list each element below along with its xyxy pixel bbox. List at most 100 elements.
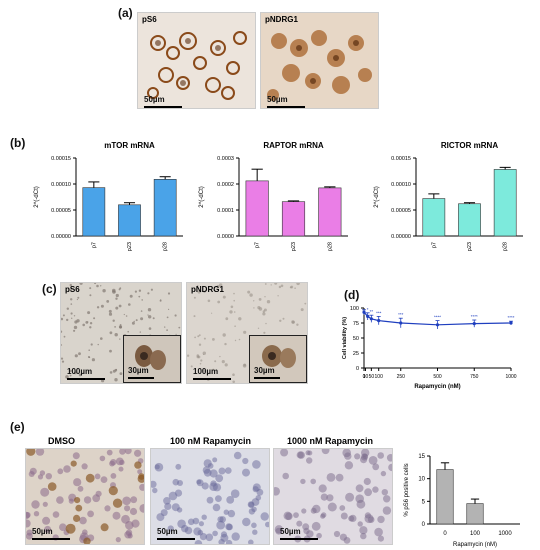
cell-mark xyxy=(243,364,247,368)
cell-mark xyxy=(134,321,135,322)
bar xyxy=(494,169,516,236)
x-tick-label: 250 xyxy=(397,374,406,380)
cell-mark xyxy=(74,497,80,503)
cell-mark xyxy=(101,305,104,308)
cell-mark xyxy=(339,505,345,511)
cell-mark xyxy=(43,502,48,507)
cell-mark xyxy=(382,489,388,495)
cell-mark xyxy=(127,331,129,333)
cell-mark xyxy=(225,467,232,474)
cell-mark xyxy=(106,300,109,303)
y-tick-label: 75 xyxy=(353,321,359,327)
cell-mark xyxy=(202,515,207,520)
cell-mark xyxy=(372,486,378,492)
bar xyxy=(458,204,480,236)
cell-mark xyxy=(82,463,88,469)
y-tick-label: 0.00015 xyxy=(51,156,71,162)
cell-mark xyxy=(119,460,124,465)
micro-c-pndrg1-inset-scale-text: 30µm xyxy=(254,366,275,375)
micro-e-1000-scale-text: 50µm xyxy=(280,527,301,536)
cell-mark xyxy=(76,319,79,322)
cell-mark xyxy=(42,517,50,525)
y-tick-label: 0.00000 xyxy=(391,234,411,240)
significance-label: ** xyxy=(370,309,374,314)
cell-mark xyxy=(327,473,336,482)
cell-mark xyxy=(265,323,266,324)
cell-mark xyxy=(234,311,236,313)
cell-mark xyxy=(126,315,128,317)
cell-mark xyxy=(300,479,305,484)
cell-mark xyxy=(89,326,91,328)
cell-mark xyxy=(107,450,113,456)
scale-line xyxy=(267,106,305,108)
bar xyxy=(282,202,305,236)
cell-mark xyxy=(132,322,135,325)
cell-mark xyxy=(356,484,364,492)
cell-mark xyxy=(301,508,306,513)
cell-mark xyxy=(89,287,91,289)
cell-mark xyxy=(215,495,222,502)
y-tick-label: 0.0003 xyxy=(217,156,234,162)
cell-mark xyxy=(197,354,200,357)
cell-mark xyxy=(74,315,75,316)
cell-mark xyxy=(310,479,316,485)
cell-mark xyxy=(101,476,108,483)
cell-mark xyxy=(102,289,105,292)
micro-a-pndrg1-label: pNDRG1 xyxy=(265,15,298,24)
y-tick-label: 25 xyxy=(353,351,359,357)
y-tick-label: 15 xyxy=(418,454,425,460)
micro-e-dmso: 50µm xyxy=(25,448,145,545)
chart-raptor: RAPTOR mRNA0.00000.00010.00020.00032^(-d… xyxy=(195,138,360,258)
cell-mark xyxy=(53,511,60,518)
cell-mark xyxy=(147,292,149,294)
cell-mark xyxy=(124,314,125,315)
cell-mark xyxy=(336,474,344,482)
cell-mark xyxy=(119,326,122,329)
cell-mark xyxy=(277,295,278,296)
cell-mark xyxy=(334,531,340,537)
micro-a-ps6-image xyxy=(138,13,255,108)
cell-mark xyxy=(249,293,252,296)
cell-mark xyxy=(48,482,57,491)
cell-mark xyxy=(372,463,379,470)
cell-mark xyxy=(223,296,226,299)
cell-mark xyxy=(104,505,110,511)
micro-c-pndrg1-inset: 30µm xyxy=(249,335,307,383)
cell-mark xyxy=(282,473,289,480)
y-axis-label: Cell viability (%) xyxy=(342,317,348,359)
y-tick-label: 0.00015 xyxy=(391,156,411,162)
scale-line xyxy=(32,538,70,540)
cell-mark xyxy=(364,478,371,485)
cell-mark xyxy=(355,494,364,503)
micro-c-ps6-scale-text: 100µm xyxy=(67,367,92,376)
micro-c-pndrg1: pNDRG1 30µm 100µm xyxy=(186,282,308,384)
cell-mark xyxy=(148,315,151,318)
cell-mark xyxy=(193,518,200,525)
cell-mark xyxy=(110,459,116,465)
cell-mark xyxy=(259,298,262,301)
cell-mark xyxy=(116,369,117,370)
y-axis-label: 2^(-dCt) xyxy=(199,186,205,207)
cell-mark xyxy=(116,294,119,297)
bar xyxy=(467,504,484,524)
cell-mark xyxy=(64,336,66,338)
scale-line xyxy=(254,377,280,379)
cell-mark xyxy=(187,355,189,357)
cell-mark xyxy=(115,307,118,310)
cell-mark xyxy=(119,338,120,339)
x-tick-label: p23 xyxy=(467,242,473,251)
y-axis-label: 2^(-dCt) xyxy=(34,186,40,207)
cell-mark xyxy=(139,290,141,292)
cell-mark xyxy=(163,497,171,505)
cell-mark xyxy=(381,471,386,476)
cell-mark xyxy=(261,512,269,520)
significance-label: * xyxy=(367,307,369,312)
cell-mark xyxy=(78,352,81,355)
cell-mark xyxy=(73,515,80,522)
cell-mark xyxy=(87,511,94,518)
cell-mark xyxy=(88,356,90,358)
scale-line xyxy=(67,378,105,380)
x-tick-label: p28 xyxy=(327,242,333,251)
cell-mark xyxy=(212,338,215,341)
cell-mark xyxy=(87,311,90,314)
